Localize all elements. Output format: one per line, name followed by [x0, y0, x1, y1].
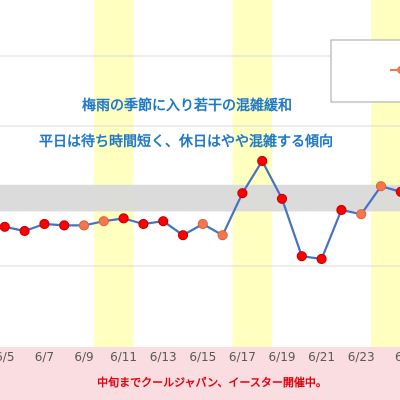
data-point-6/8 — [59, 220, 70, 231]
data-point-6/24 — [375, 181, 387, 192]
series-line — [0, 159, 400, 261]
data-point-6/16 — [217, 230, 228, 241]
highlight-column-1 — [232, 0, 273, 347]
tick-label-4: 6/13 — [150, 350, 177, 364]
data-point-6/11 — [118, 213, 129, 224]
data-point-6/5 — [0, 221, 10, 232]
tick-label-10: 6/ — [395, 350, 400, 364]
data-point-6/9 — [78, 220, 90, 231]
footer-note: 中旬までクールジャパン、イースター開催中。 — [97, 375, 327, 389]
series-group — [0, 159, 400, 261]
data-point-6/13 — [158, 216, 169, 227]
tick-label-9: 6/23 — [348, 350, 375, 364]
data-point-6/6 — [19, 225, 30, 237]
data-point-6/25 — [395, 186, 400, 197]
annotation-line-2: 平日は待ち時間短く、休日はやや混雑する傾向 — [39, 133, 333, 150]
footer-band — [0, 347, 400, 400]
gridlines — [0, 55, 400, 267]
data-point-6/20 — [296, 251, 307, 262]
tick-label-1: 6/7 — [35, 350, 54, 364]
legend — [330, 39, 400, 103]
tick-label-7: 6/19 — [269, 350, 296, 364]
data-point-6/23 — [356, 209, 367, 220]
legend-box — [330, 39, 400, 103]
data-point-6/15 — [197, 218, 208, 230]
data-point-6/7 — [39, 218, 50, 230]
data-point-6/14 — [177, 230, 189, 241]
reference-band-group — [0, 184, 400, 212]
legend-marker — [397, 66, 400, 74]
x-axis-tick-labels: 6/5 6/7 6/9 6/11 6/13 6/15 6/17 6/19 6/21 6/23 6/ — [0, 350, 400, 364]
highlight-column-0 — [93, 0, 134, 347]
tick-label-2: 6/9 — [74, 350, 93, 364]
data-point-6/18 — [257, 155, 268, 167]
tick-label-3: 6/11 — [110, 350, 137, 364]
markers-group — [0, 155, 400, 265]
tick-label-5: 6/15 — [189, 350, 216, 364]
tick-label-6: 6/17 — [229, 350, 256, 364]
data-point-6/21 — [316, 253, 327, 265]
data-point-6/17 — [237, 188, 248, 199]
tick-label-0: 6/5 — [0, 350, 14, 364]
footer-band-bg — [0, 347, 400, 400]
data-point-6/12 — [138, 218, 149, 230]
data-point-6/22 — [336, 204, 347, 216]
annotation-line-1: 梅雨の季節に入り若干の混雑緩和 — [82, 97, 292, 114]
tick-label-8: 6/21 — [308, 350, 335, 364]
data-point-6/19 — [276, 193, 288, 204]
data-point-6/10 — [98, 216, 109, 227]
reference-band — [0, 184, 400, 212]
